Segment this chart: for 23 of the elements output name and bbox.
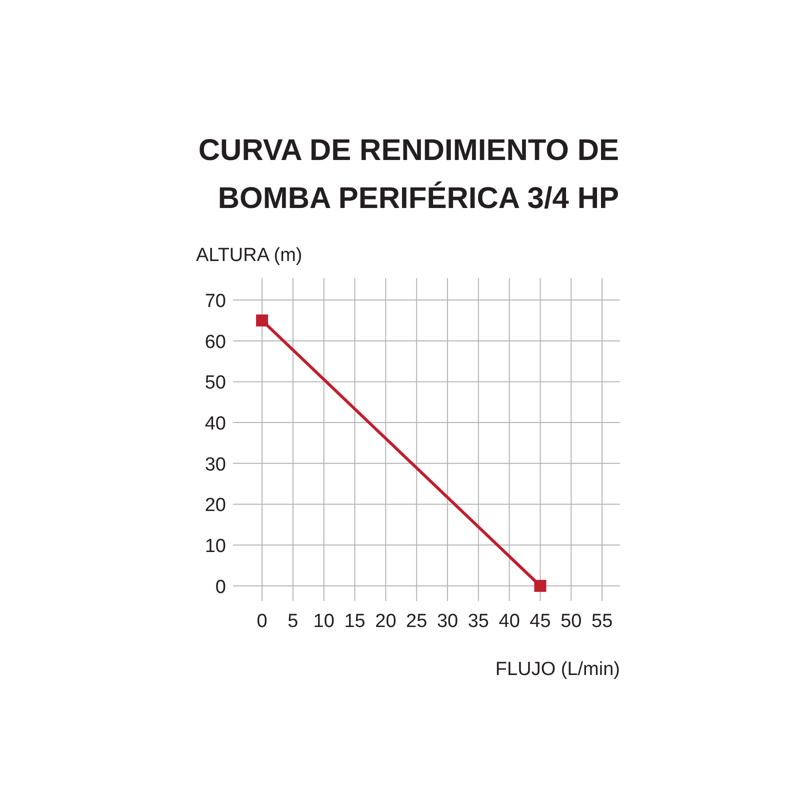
y-tick-label: 10 [204,536,226,558]
x-axis-title: FLUJO (L/min) [495,659,620,680]
x-tick-label: 20 [375,611,396,632]
x-tick-label: 40 [498,611,520,632]
x-tick-label: 5 [288,611,298,632]
x-tick-label: 15 [344,611,366,632]
y-tick-label: 70 [204,291,226,312]
y-axis-title: ALTURA (m) [196,245,302,266]
chart-title: CURVA DE RENDIMIENTO DE BOMBA PERIFÉRICA 3/4 HP [198,134,619,215]
y-tick-label: 50 [204,372,226,394]
x-tick-label: 50 [560,611,582,632]
x-tick-label: 0 [256,611,268,632]
y-tick-label: 60 [204,332,226,353]
x-tick-label: 55 [592,611,613,632]
y-tick-label: 30 [204,454,226,476]
x-tick-label: 30 [436,611,458,632]
x-tick-label: 35 [468,611,489,632]
x-tick-label: 45 [530,611,551,632]
y-tick-label: 0 [215,576,226,598]
y-tick-label: 40 [204,414,226,435]
x-tick-label: 25 [406,611,428,632]
y-tick-label: 20 [204,495,226,516]
x-tick-label: 10 [313,611,334,632]
